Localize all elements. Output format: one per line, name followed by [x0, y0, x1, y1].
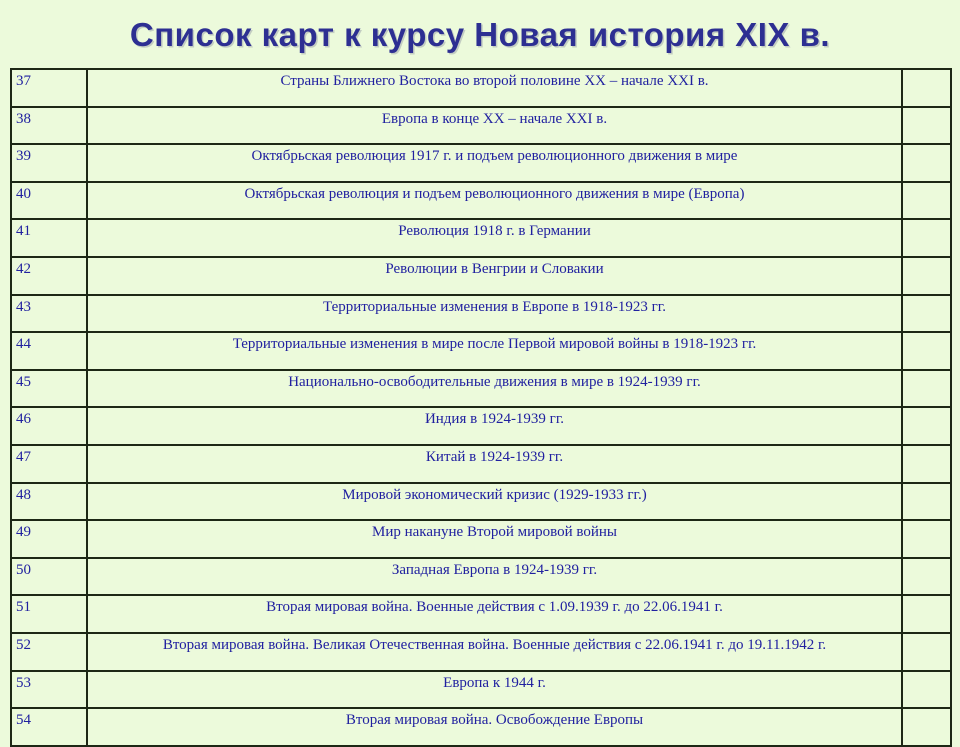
map-number-cell: 38 [10, 105, 88, 146]
table-row: 50 Западная Европа в 1924-1939 гг. [10, 556, 952, 597]
map-title-cell: Страны Ближнего Востока во второй полови… [86, 68, 903, 108]
empty-cell [901, 406, 952, 446]
table-row: 39 Октябрьская революция 1917 г. и подъе… [10, 143, 952, 183]
empty-cell [901, 180, 952, 221]
empty-cell [901, 481, 952, 522]
map-list-table: 37 Страны Ближнего Востока во второй пол… [10, 68, 952, 747]
empty-cell [901, 519, 952, 559]
map-title-cell: Октябрьская революция 1917 г. и подъем р… [86, 143, 903, 183]
map-title-cell: Вторая мировая война. Освобождение Европ… [86, 707, 903, 747]
map-title-cell: Западная Европа в 1924-1939 гг. [86, 556, 903, 597]
map-number-cell: 44 [10, 331, 88, 371]
empty-cell [901, 68, 952, 108]
map-title-cell: Революция 1918 г. в Германии [86, 218, 903, 258]
table-row: 37 Страны Ближнего Востока во второй пол… [10, 68, 952, 108]
map-title-cell: Европа к 1944 г. [86, 669, 903, 710]
table-row: 46 Индия в 1924-1939 гг. [10, 406, 952, 446]
table-row: 49 Мир накануне Второй мировой войны [10, 519, 952, 559]
table-row: 51 Вторая мировая война. Военные действи… [10, 594, 952, 634]
map-number-cell: 45 [10, 368, 88, 409]
empty-cell [901, 255, 952, 296]
empty-cell [901, 594, 952, 634]
map-title-cell: Революции в Венгрии и Словакии [86, 255, 903, 296]
map-number-cell: 46 [10, 406, 88, 446]
map-title-cell: Мировой экономический кризис (1929-1933 … [86, 481, 903, 522]
table-row: 38 Европа в конце XX – начале XXI в. [10, 105, 952, 146]
empty-cell [901, 293, 952, 334]
table-row: 48 Мировой экономический кризис (1929-19… [10, 481, 952, 522]
map-title-cell: Индия в 1924-1939 гг. [86, 406, 903, 446]
table-row: 45 Национально-освободительные движения … [10, 368, 952, 409]
table-row: 53 Европа к 1944 г. [10, 669, 952, 710]
map-number-cell: 51 [10, 594, 88, 634]
map-number-cell: 43 [10, 293, 88, 334]
table-row: 54 Вторая мировая война. Освобождение Ев… [10, 707, 952, 747]
map-number-cell: 49 [10, 519, 88, 559]
map-number-cell: 50 [10, 556, 88, 597]
empty-cell [901, 669, 952, 710]
map-number-cell: 54 [10, 707, 88, 747]
table-row: 42 Революции в Венгрии и Словакии [10, 255, 952, 296]
map-number-cell: 42 [10, 255, 88, 296]
map-title-cell: Территориальные изменения в Европе в 191… [86, 293, 903, 334]
map-number-cell: 48 [10, 481, 88, 522]
empty-cell [901, 368, 952, 409]
map-number-cell: 39 [10, 143, 88, 183]
empty-cell [901, 556, 952, 597]
empty-cell [901, 331, 952, 371]
table-row: 41 Революция 1918 г. в Германии [10, 218, 952, 258]
empty-cell [901, 707, 952, 747]
map-table-body: 37 Страны Ближнего Востока во второй пол… [10, 68, 952, 747]
table-row: 44 Территориальные изменения в мире посл… [10, 331, 952, 371]
empty-cell [901, 443, 952, 484]
map-title-cell: Европа в конце XX – начале XXI в. [86, 105, 903, 146]
table-row: 40 Октябрьская революция и подъем револю… [10, 180, 952, 221]
slide: Список карт к курсу Новая история XIX в.… [10, 16, 952, 747]
map-title-cell: Мир накануне Второй мировой войны [86, 519, 903, 559]
map-number-cell: 52 [10, 631, 88, 672]
map-number-cell: 40 [10, 180, 88, 221]
map-title-cell: Вторая мировая война. Великая Отечествен… [86, 631, 903, 672]
empty-cell [901, 218, 952, 258]
map-title-cell: Национально-освободительные движения в м… [86, 368, 903, 409]
empty-cell [901, 143, 952, 183]
page-title: Список карт к курсу Новая история XIX в. [129, 16, 831, 53]
map-title-cell: Территориальные изменения в мире после П… [86, 331, 903, 371]
map-title-cell: Октябрьская революция и подъем революцио… [86, 180, 903, 221]
table-row: 43 Территориальные изменения в Европе в … [10, 293, 952, 334]
map-number-cell: 37 [10, 68, 88, 108]
map-title-cell: Китай в 1924-1939 гг. [86, 443, 903, 484]
map-number-cell: 47 [10, 443, 88, 484]
empty-cell [901, 105, 952, 146]
map-number-cell: 41 [10, 218, 88, 258]
map-title-cell: Вторая мировая война. Военные действия с… [86, 594, 903, 634]
table-row: 52 Вторая мировая война. Великая Отечест… [10, 631, 952, 672]
empty-cell [901, 631, 952, 672]
table-row: 47 Китай в 1924-1939 гг. [10, 443, 952, 484]
map-number-cell: 53 [10, 669, 88, 710]
